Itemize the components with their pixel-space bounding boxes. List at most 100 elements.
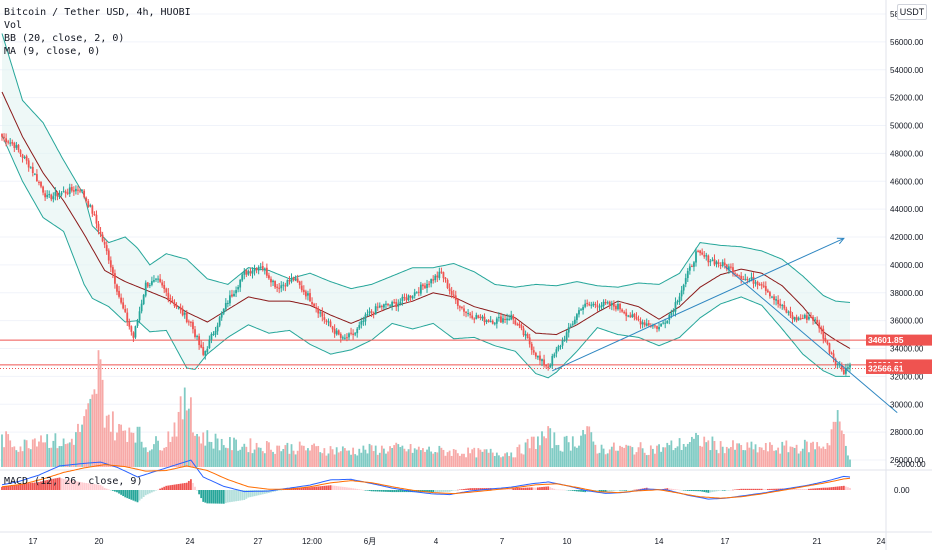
volume-bar[interactable] (736, 443, 738, 467)
candle[interactable] (452, 289, 455, 299)
volume-bar[interactable] (688, 442, 691, 467)
candle[interactable] (296, 274, 299, 283)
volume-bar[interactable] (670, 440, 673, 467)
volume-bar[interactable] (795, 444, 798, 467)
volume-bar[interactable] (495, 452, 498, 467)
volume-bar[interactable] (598, 452, 601, 467)
candle[interactable] (771, 295, 773, 299)
volume-bar[interactable] (822, 446, 825, 467)
volume-bar[interactable] (48, 447, 51, 467)
volume-bar[interactable] (179, 396, 182, 467)
volume-bar[interactable] (713, 441, 716, 467)
volume-bar[interactable] (660, 451, 662, 467)
candle[interactable] (142, 293, 145, 306)
volume-bar[interactable] (563, 436, 566, 467)
candle[interactable] (60, 191, 63, 197)
volume-bar[interactable] (136, 426, 139, 467)
candle[interactable] (727, 263, 730, 274)
volume-bar[interactable] (385, 453, 387, 467)
volume-bar[interactable] (163, 447, 166, 467)
candle[interactable] (397, 299, 400, 312)
volume-bar[interactable] (532, 436, 535, 467)
volume-bar[interactable] (366, 453, 369, 467)
candle[interactable] (300, 280, 303, 293)
candle[interactable] (504, 315, 506, 324)
candle[interactable] (290, 273, 293, 284)
candle[interactable] (434, 274, 437, 283)
candle[interactable] (56, 191, 59, 201)
candle[interactable] (292, 276, 295, 282)
candle[interactable] (202, 342, 205, 357)
volume-bar[interactable] (155, 436, 157, 467)
candle[interactable] (1, 133, 3, 141)
candle[interactable] (793, 316, 796, 322)
candle[interactable] (754, 279, 757, 287)
candle[interactable] (360, 317, 363, 329)
volume-bar[interactable] (23, 439, 26, 467)
candle[interactable] (631, 310, 634, 318)
candle[interactable] (801, 314, 804, 320)
volume-bar[interactable] (781, 441, 784, 467)
volume-bar[interactable] (506, 452, 509, 467)
candle[interactable] (109, 256, 112, 273)
candle[interactable] (58, 190, 61, 200)
candle[interactable] (582, 304, 584, 315)
volume-bar[interactable] (276, 445, 279, 467)
volume-bar[interactable] (118, 424, 120, 467)
candle[interactable] (781, 303, 784, 310)
candle[interactable] (93, 211, 96, 216)
volume-bar[interactable] (309, 450, 311, 467)
volume-bar[interactable] (200, 443, 203, 467)
volume-bar[interactable] (251, 453, 254, 467)
candle[interactable] (7, 139, 10, 145)
candle[interactable] (31, 162, 34, 177)
volume-bar[interactable] (208, 441, 211, 467)
volume-bar[interactable] (378, 452, 381, 467)
candle[interactable] (187, 319, 190, 326)
volume-bar[interactable] (769, 442, 771, 467)
volume-bar[interactable] (142, 447, 145, 467)
candle[interactable] (335, 327, 338, 336)
volume-bar[interactable] (187, 408, 190, 467)
volume-bar[interactable] (750, 441, 753, 467)
volume-bar[interactable] (171, 436, 174, 467)
candle[interactable] (432, 275, 435, 284)
candle[interactable] (358, 321, 361, 330)
volume-bar[interactable] (475, 457, 478, 467)
volume-bar[interactable] (838, 421, 841, 467)
volume-bar[interactable] (376, 454, 379, 467)
candle[interactable] (81, 189, 83, 194)
candle[interactable] (183, 310, 186, 319)
candle[interactable] (764, 281, 767, 296)
candle[interactable] (734, 270, 736, 277)
volume-bar[interactable] (699, 445, 702, 467)
candle[interactable] (676, 299, 679, 305)
volume-bar[interactable] (272, 451, 274, 467)
volume-bar[interactable] (185, 410, 188, 467)
candle[interactable] (639, 317, 642, 329)
volume-bar[interactable] (668, 445, 671, 467)
candle[interactable] (146, 281, 149, 289)
volume-bar[interactable] (331, 449, 334, 467)
candle[interactable] (840, 362, 843, 372)
candle[interactable] (87, 199, 90, 208)
volume-bar[interactable] (428, 446, 430, 467)
volume-bar[interactable] (27, 448, 30, 467)
candle[interactable] (758, 282, 761, 286)
volume-bar[interactable] (150, 449, 153, 467)
volume-bar[interactable] (278, 445, 281, 467)
candle[interactable] (590, 301, 593, 309)
candle[interactable] (477, 314, 480, 319)
volume-bar[interactable] (368, 443, 371, 467)
volume-bar[interactable] (654, 453, 656, 467)
volume-bar[interactable] (797, 453, 800, 467)
candle[interactable] (64, 189, 67, 198)
candle[interactable] (610, 300, 613, 311)
candle[interactable] (775, 296, 777, 306)
volume-bar[interactable] (259, 447, 262, 467)
volume-bar[interactable] (153, 444, 155, 467)
candle[interactable] (356, 327, 359, 338)
volume-bar[interactable] (481, 451, 484, 467)
candle[interactable] (276, 283, 279, 293)
candle[interactable] (19, 149, 22, 157)
